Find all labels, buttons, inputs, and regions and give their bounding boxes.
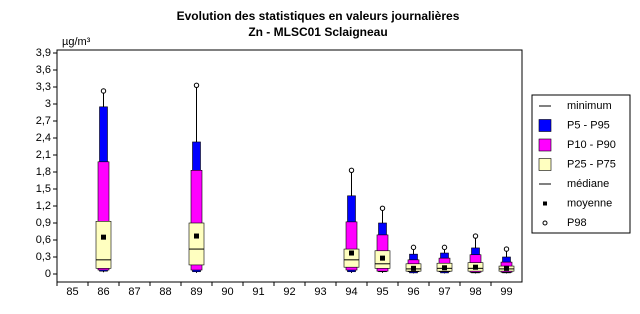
y-tick-label: 2,7 [36, 115, 51, 127]
y-tick-label: 1,5 [36, 183, 51, 195]
box-3 [343, 248, 360, 268]
x-tick-label: 97 [438, 286, 450, 298]
x-tick-label: 85 [66, 286, 78, 298]
legend-marker [542, 220, 548, 226]
y-tick-label: 1,8 [36, 166, 51, 178]
mean [473, 264, 478, 270]
p98 [100, 88, 107, 94]
y-tick-label: 0 [45, 268, 51, 280]
x-tick-label: 98 [469, 286, 481, 298]
x-tick-label: 92 [283, 286, 295, 298]
box-2 [97, 161, 110, 271]
y-tick-label: 2,1 [36, 149, 51, 161]
p98 [441, 244, 448, 251]
y-tick-label: 0,6 [36, 234, 51, 246]
chart-title: Evolution des statistiques en valeurs jo… [177, 9, 460, 23]
mean [380, 255, 385, 261]
x-tick-label: 88 [159, 286, 171, 298]
x-tick-label: 93 [314, 286, 326, 298]
mean [194, 233, 199, 239]
legend-swatch [538, 158, 552, 171]
legend-label: P25 - P75 [567, 158, 616, 170]
y-tick-label: 3,9 [36, 47, 51, 59]
y-tick-label: 0,9 [36, 217, 51, 229]
legend-label: moyenne [567, 197, 612, 209]
legend-swatch [538, 119, 552, 132]
legend-label: P10 - P90 [567, 139, 616, 151]
x-tick-label: 99 [500, 286, 512, 298]
y-tick-label: 0,3 [36, 251, 51, 263]
box-2 [190, 170, 203, 271]
legend-label: minimum [567, 100, 612, 112]
x-tick-label: 95 [376, 286, 388, 298]
mean [504, 265, 509, 271]
plot-frame [56, 49, 523, 283]
p98 [348, 167, 355, 174]
p98 [410, 244, 417, 251]
x-tick-label: 87 [128, 286, 140, 298]
y-tick-label: 3 [45, 98, 51, 110]
chart-subtitle: Zn - MLSC01 Sclaigneau [248, 25, 387, 39]
x-tick-label: 89 [190, 286, 202, 298]
box-3 [95, 221, 112, 269]
box-2 [345, 221, 358, 271]
mean [411, 265, 416, 271]
x-tick-label: 96 [407, 286, 419, 298]
legend-label: médiane [567, 178, 609, 190]
mean [101, 234, 106, 240]
p98 [193, 82, 200, 89]
p98 [472, 233, 479, 239]
legend-marker [543, 201, 547, 206]
y-tick-label: 3,3 [36, 81, 51, 93]
x-tick-label: 94 [345, 286, 357, 298]
y-tick-label: 3,6 [36, 64, 51, 76]
y-tick-label: 2,4 [36, 132, 51, 144]
x-tick-label: 91 [252, 286, 264, 298]
mean [442, 265, 447, 271]
p98 [503, 246, 510, 252]
y-axis-unit: µg/m³ [62, 36, 91, 48]
x-tick-label: 90 [221, 286, 233, 298]
x-tick-label: 86 [97, 286, 109, 298]
mean [349, 250, 354, 256]
legend-swatch [538, 138, 552, 152]
legend-label: P5 - P95 [567, 119, 610, 131]
legend-label: P98 [567, 217, 587, 229]
y-tick-label: 1,2 [36, 200, 51, 212]
box-3 [188, 222, 205, 266]
p98 [379, 205, 386, 211]
